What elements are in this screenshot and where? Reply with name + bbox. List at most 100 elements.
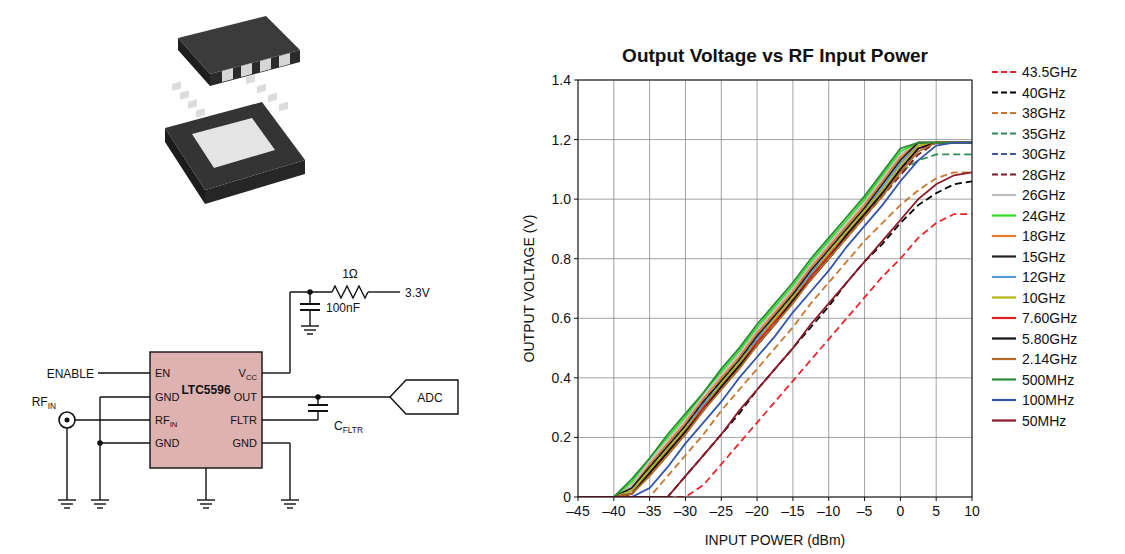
supply-label: 3.3V	[405, 286, 430, 300]
ground	[304, 329, 316, 330]
wire	[289, 443, 290, 492]
pin-label-main: EN	[155, 367, 170, 379]
tick	[972, 497, 973, 501]
pin-label-main: RF	[155, 414, 170, 426]
junction	[97, 440, 103, 446]
x-tick-label: –40	[602, 503, 626, 519]
grid-line	[578, 199, 972, 200]
grid-line	[828, 80, 829, 497]
series-line	[578, 143, 972, 497]
legend-label: 26GHz	[1022, 187, 1066, 203]
legend-swatch	[992, 153, 1016, 155]
tick	[574, 199, 578, 200]
wire	[99, 492, 100, 500]
wire	[309, 318, 310, 326]
x-tick-label: –25	[710, 503, 734, 519]
pin-label-main: GND	[155, 391, 180, 403]
wire	[205, 492, 206, 500]
legend-label: 500MHz	[1022, 372, 1074, 388]
grid-line	[900, 80, 901, 497]
x-tick-label: 5	[932, 503, 940, 519]
package-pad	[180, 90, 189, 99]
ground	[200, 503, 212, 504]
x-tick-label: 10	[964, 503, 980, 519]
resistor-label: 1Ω	[342, 267, 358, 281]
pin-label-main: GND	[155, 437, 180, 449]
capacitor-label: 100nF	[326, 301, 360, 315]
tick	[613, 497, 614, 501]
y-tick-label: 0.2	[552, 429, 572, 445]
package-pad	[279, 102, 288, 111]
page: LTC5596ENGNDRFINGNDVCCOUTFLTRGNDENABLERF…	[0, 0, 1125, 554]
legend-swatch	[992, 317, 1016, 319]
filter-cap-label: CFLTR	[334, 419, 363, 435]
rf-connector	[65, 418, 70, 423]
series-line	[578, 143, 972, 497]
grid-line	[864, 80, 865, 497]
legend-label: 40GHz	[1022, 85, 1066, 101]
series-line	[578, 143, 972, 497]
schematic	[58, 286, 458, 508]
tick	[574, 377, 578, 378]
pin-label: GND	[155, 437, 180, 449]
series-line	[578, 143, 972, 497]
ground	[91, 499, 109, 500]
legend-swatch	[992, 337, 1016, 339]
series-line	[578, 214, 972, 497]
legend-label: 18GHz	[1022, 228, 1066, 244]
pin-label-sub: IN	[170, 420, 178, 429]
wire	[317, 411, 318, 420]
legend-swatch	[992, 173, 1016, 175]
ground	[307, 333, 313, 334]
legend-swatch	[992, 91, 1016, 93]
pin-label-main: GND	[233, 437, 258, 449]
x-tick-label: 0	[896, 503, 904, 519]
series-line	[578, 181, 972, 497]
package-pad	[172, 82, 181, 91]
tick	[936, 497, 937, 501]
legend-label: 50MHz	[1022, 413, 1066, 429]
legend-swatch	[992, 194, 1016, 196]
tick	[792, 497, 793, 501]
series-line	[578, 143, 972, 497]
legend-label: 12GHz	[1022, 269, 1066, 285]
series-line	[578, 143, 972, 497]
legend-swatch	[992, 235, 1016, 237]
series-line	[578, 143, 972, 497]
ground	[58, 499, 76, 500]
ground	[301, 325, 319, 326]
series-line	[578, 172, 972, 497]
y-tick-label: 1.4	[552, 72, 572, 88]
enable-label: ENABLE	[47, 367, 94, 381]
package-pad	[246, 75, 255, 84]
wire	[75, 419, 150, 420]
legend: 43.5GHz40GHz38GHz35GHz30GHz28GHz26GHz24G…	[992, 64, 1077, 429]
legend-swatch	[992, 132, 1016, 134]
wire	[309, 292, 310, 304]
pin-label: FLTR	[230, 414, 257, 426]
pin-label-sub: CC	[246, 373, 258, 382]
grid-line	[649, 80, 650, 497]
package-pad	[260, 58, 271, 72]
ground	[281, 499, 299, 500]
legend-label: 30GHz	[1022, 146, 1066, 162]
y-axis-title: OUTPUT VOLTAGE (V)	[521, 215, 537, 363]
filter-cap-label-main: C	[334, 419, 343, 433]
legend-label: 24GHz	[1022, 208, 1066, 224]
wire	[289, 492, 290, 500]
grid-line	[757, 80, 758, 497]
legend-swatch	[992, 112, 1016, 114]
wire	[100, 396, 150, 397]
tick	[685, 497, 686, 501]
rf-in-label-main: RF	[32, 395, 48, 409]
package-pad	[196, 108, 205, 117]
x-tick-label: –45	[566, 503, 590, 519]
plot-area	[578, 80, 972, 497]
wire	[317, 397, 318, 405]
tick	[574, 497, 578, 498]
wire	[100, 442, 150, 443]
chart-title: Output Voltage vs RF Input Power	[622, 45, 928, 66]
wire	[262, 396, 390, 397]
series-line	[578, 143, 972, 497]
legend-label: 35GHz	[1022, 126, 1066, 142]
